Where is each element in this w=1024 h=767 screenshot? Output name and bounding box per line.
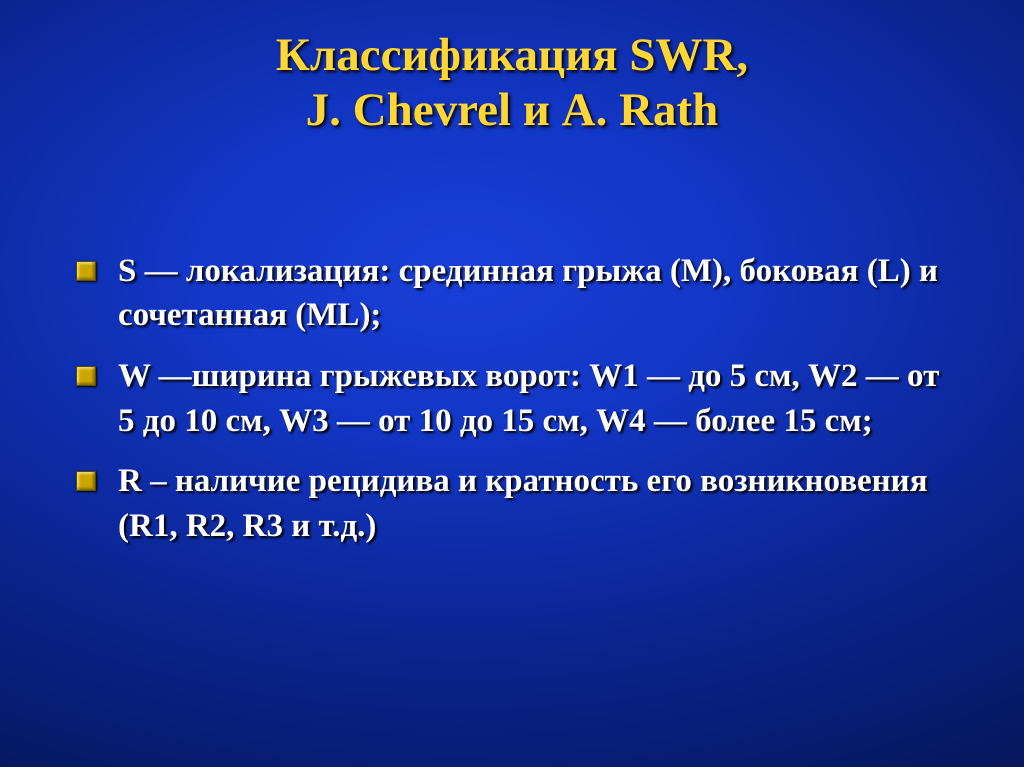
bullet-list: S — локализация: срединная грыжа (М), бо…: [70, 249, 954, 548]
title-line-1: Классификация SWR,: [70, 28, 954, 83]
slide: Классификация SWR, J. Chevrel и A. Rath …: [0, 0, 1024, 767]
title-line-2: J. Chevrel и A. Rath: [70, 83, 954, 138]
list-item: R – наличие рецидива и кратность его воз…: [70, 459, 954, 548]
slide-title: Классификация SWR, J. Chevrel и A. Rath: [70, 28, 954, 139]
list-item: S — локализация: срединная грыжа (М), бо…: [70, 249, 954, 338]
bullet-icon: [76, 261, 96, 281]
bullet-icon: [76, 471, 96, 491]
bullet-text: R – наличие рецидива и кратность его воз…: [118, 463, 928, 544]
list-item: W —ширина грыжевых ворот: W1 — до 5 см, …: [70, 354, 954, 443]
bullet-text: S — локализация: срединная грыжа (М), бо…: [118, 253, 938, 334]
bullet-text: W —ширина грыжевых ворот: W1 — до 5 см, …: [118, 358, 939, 439]
bullet-icon: [76, 366, 96, 386]
